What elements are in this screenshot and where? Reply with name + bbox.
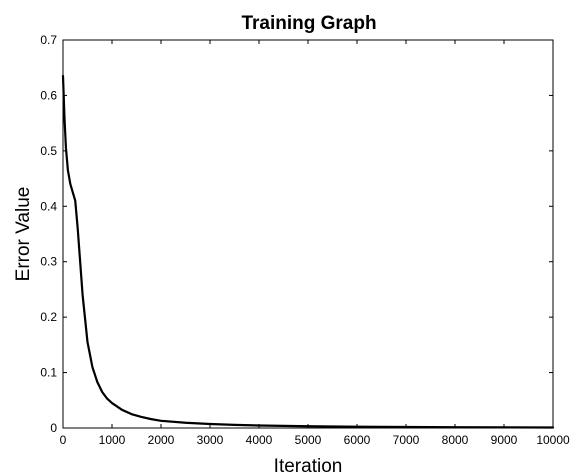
y-tick-label: 0.4 <box>40 199 57 213</box>
x-axis-label: Iteration <box>274 456 343 474</box>
plot-frame <box>62 39 554 429</box>
x-tick-label: 6000 <box>344 433 371 447</box>
x-tick-label: 4000 <box>246 433 273 447</box>
x-tick-label: 8000 <box>442 433 469 447</box>
x-tick-label: 9000 <box>491 433 518 447</box>
y-tick-label: 0.7 <box>40 33 57 47</box>
y-tick-label: 0.3 <box>40 255 57 269</box>
x-tick-label: 3000 <box>197 433 224 447</box>
x-tick-label: 7000 <box>393 433 420 447</box>
chart-title: Training Graph <box>241 13 376 34</box>
axis-ticks: 0 1000 2000 3000 4000 5000 6000 7000 8000 9000 100… <box>40 33 570 447</box>
y-tick-label: 0.1 <box>40 366 57 380</box>
x-tick-label: 0 <box>60 433 67 447</box>
x-tick-label: 1000 <box>99 433 126 447</box>
y-tick-label: 0.5 <box>40 144 57 158</box>
y-tick-label: 0 <box>50 421 57 435</box>
y-tick-label: 0.6 <box>40 88 57 102</box>
series-line-error <box>61 74 555 429</box>
x-tick-label: 2000 <box>148 433 175 447</box>
x-tick-label: 5000 <box>295 433 322 447</box>
y-tick-label: 0.2 <box>40 310 57 324</box>
x-tick-label: 10000 <box>536 433 570 447</box>
y-axis-label: Error Value <box>13 187 34 282</box>
